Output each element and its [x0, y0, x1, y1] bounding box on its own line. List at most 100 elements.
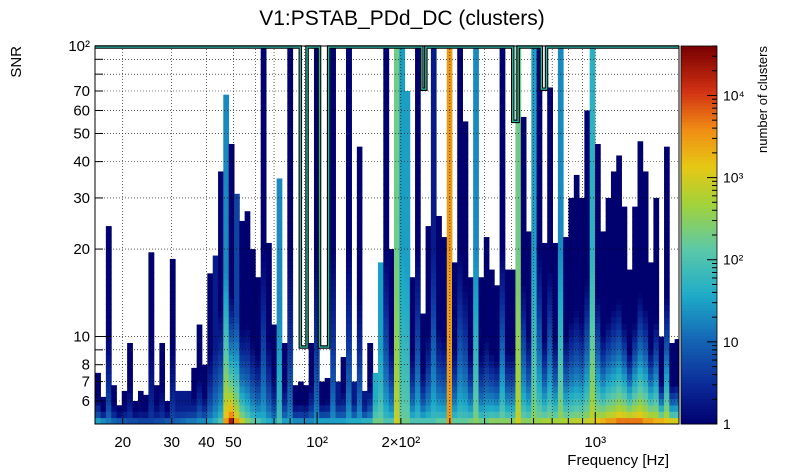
- heatmap-cell: [260, 197, 267, 204]
- colorbar-segment: [681, 401, 717, 406]
- heatmap-cell: [648, 405, 654, 412]
- heatmap-cell: [430, 361, 437, 368]
- heatmap-cell: [541, 373, 548, 381]
- heatmap-cell: [287, 316, 294, 324]
- heatmap-cell: [446, 146, 453, 154]
- heatmap-cell: [436, 373, 442, 381]
- heatmap-cell: [462, 348, 469, 356]
- heatmap-cell: [515, 348, 522, 356]
- heatmap-cell: [446, 285, 453, 293]
- heatmap-cell: [584, 335, 591, 343]
- heatmap-cell: [377, 310, 384, 318]
- heatmap-cell: [478, 411, 485, 419]
- heatmap-cell: [430, 127, 437, 135]
- heatmap-cell: [420, 316, 426, 324]
- heatmap-cell: [462, 203, 469, 211]
- x-axis-label: Frequency [Hz]: [567, 452, 669, 469]
- heatmap-cell: [383, 90, 390, 97]
- heatmap-cell: [169, 342, 176, 349]
- heatmap-cell: [579, 310, 585, 318]
- heatmap-cell: [536, 52, 543, 59]
- heatmap-cell: [653, 392, 660, 400]
- heatmap-cell: [664, 279, 670, 286]
- heatmap-cell: [185, 417, 192, 425]
- heatmap-cell: [595, 228, 601, 236]
- heatmap-cell: [276, 203, 283, 211]
- heatmap-cell: [196, 348, 203, 356]
- heatmap-cell: [281, 343, 288, 349]
- heatmap-cell: [632, 386, 638, 393]
- heatmap-cell: [462, 235, 469, 242]
- heatmap-cell: [446, 329, 453, 337]
- heatmap-cell: [504, 304, 511, 311]
- heatmap-cell: [415, 335, 421, 343]
- heatmap-cell: [494, 285, 500, 293]
- heatmap-cell: [494, 417, 500, 425]
- heatmap-cell: [287, 222, 294, 230]
- heatmap-cell: [520, 272, 527, 280]
- heatmap-cell: [526, 272, 532, 280]
- heatmap-cell: [255, 373, 262, 381]
- heatmap-cell: [605, 417, 612, 425]
- heatmap-cell: [504, 411, 511, 419]
- heatmap-cell: [388, 291, 395, 299]
- heatmap-cell: [531, 392, 538, 400]
- heatmap-cell: [579, 291, 585, 299]
- heatmap-cell: [483, 417, 490, 425]
- heatmap-cell: [196, 417, 203, 425]
- heatmap-cell: [330, 83, 336, 91]
- heatmap-cell: [244, 417, 251, 425]
- heatmap-cell: [589, 115, 596, 122]
- heatmap-cell: [557, 52, 564, 59]
- heatmap-cell: [127, 373, 133, 381]
- heatmap-cell: [621, 348, 628, 356]
- heatmap-cell: [330, 159, 336, 167]
- heatmap-cell: [287, 190, 294, 198]
- heatmap-cell: [239, 335, 246, 343]
- heatmap-cell: [313, 247, 320, 255]
- heatmap-cell: [664, 304, 670, 311]
- heatmap-cell: [383, 71, 390, 78]
- colorbar-segment: [681, 124, 717, 129]
- heatmap-cell: [473, 203, 479, 211]
- heatmap-cell: [351, 411, 358, 419]
- heatmap-cell: [356, 279, 363, 286]
- heatmap-cell: [239, 266, 246, 274]
- heatmap-cell: [637, 323, 644, 330]
- heatmap-cell: [169, 258, 176, 261]
- heatmap-cell: [388, 342, 395, 349]
- heatmap-cell: [589, 209, 596, 217]
- heatmap-cell: [313, 379, 320, 387]
- heatmap-cell: [356, 298, 363, 305]
- heatmap-cell: [313, 342, 320, 349]
- heatmap-cell: [345, 46, 352, 53]
- y-tick-label: 6: [82, 393, 90, 410]
- heatmap-cell: [351, 405, 358, 412]
- heatmap-cell: [642, 373, 649, 381]
- heatmap-cell: [425, 316, 432, 324]
- x-axis: 20 30 40 50 10² 2×10² 10³: [114, 412, 606, 451]
- heatmap-cell: [330, 228, 336, 236]
- heatmap-cell: [531, 316, 538, 324]
- heatmap-cell: [95, 398, 101, 406]
- heatmap-cell: [249, 310, 256, 318]
- heatmap-cell: [409, 342, 416, 349]
- heatmap-cell: [653, 379, 660, 387]
- heatmap-cell: [436, 279, 442, 286]
- colorbar-segment: [681, 279, 717, 283]
- heatmap-cell: [324, 405, 331, 412]
- heatmap-cell: [589, 386, 596, 393]
- heatmap-cell: [223, 266, 230, 274]
- heatmap-cell: [446, 134, 453, 141]
- heatmap-cell: [584, 304, 591, 311]
- heatmap-cell: [563, 379, 569, 387]
- heatmap-cell: [276, 348, 283, 356]
- heatmap-cell: [394, 102, 400, 110]
- heatmap-cell: [388, 405, 395, 412]
- heatmap-cell: [180, 417, 187, 425]
- heatmap-cell: [526, 285, 532, 293]
- heatmap-cell: [446, 411, 453, 419]
- heatmap-cell: [441, 291, 448, 299]
- heatmap-cell: [616, 392, 622, 400]
- heatmap-cell: [610, 253, 617, 261]
